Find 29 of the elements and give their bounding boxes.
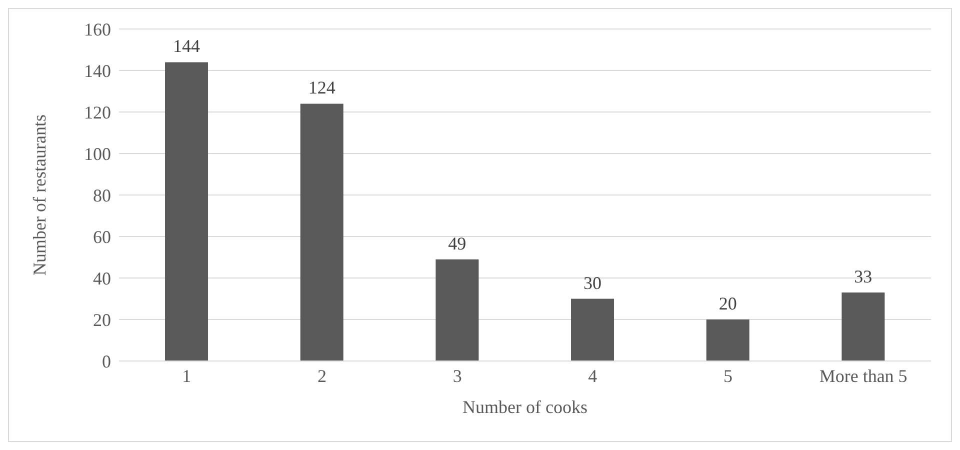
data-label: 30 — [584, 272, 602, 293]
x-tick-label: 1 — [182, 366, 192, 386]
y-tick-label: 0 — [102, 351, 111, 372]
data-label: 49 — [448, 233, 466, 254]
x-tick-label: More than 5 — [819, 366, 908, 386]
bar — [571, 298, 614, 361]
data-label: 33 — [854, 266, 872, 287]
bar — [300, 104, 344, 361]
y-tick-label: 140 — [84, 60, 111, 81]
y-tick-label: 40 — [93, 268, 111, 288]
x-tick-label: 3 — [452, 366, 462, 386]
x-tick-label: 5 — [724, 366, 732, 386]
y-tick-label: 60 — [93, 226, 111, 247]
bar — [842, 292, 885, 361]
data-label: 144 — [173, 36, 200, 56]
bar — [165, 62, 208, 361]
y-tick-label: 120 — [84, 102, 111, 122]
bar — [706, 320, 750, 361]
x-axis-title: Number of cooks — [462, 397, 588, 417]
x-tick-label: 2 — [318, 366, 326, 386]
y-tick-label: 160 — [84, 19, 111, 40]
x-tick-label: 4 — [588, 366, 598, 386]
y-tick-label: 80 — [93, 185, 111, 206]
data-label: 20 — [718, 294, 737, 314]
y-axis-title: Number of restaurants — [29, 114, 50, 276]
y-tick-label: 100 — [84, 144, 111, 164]
y-tick-label: 20 — [93, 310, 111, 330]
data-label: 124 — [308, 78, 336, 98]
bar — [436, 259, 479, 361]
